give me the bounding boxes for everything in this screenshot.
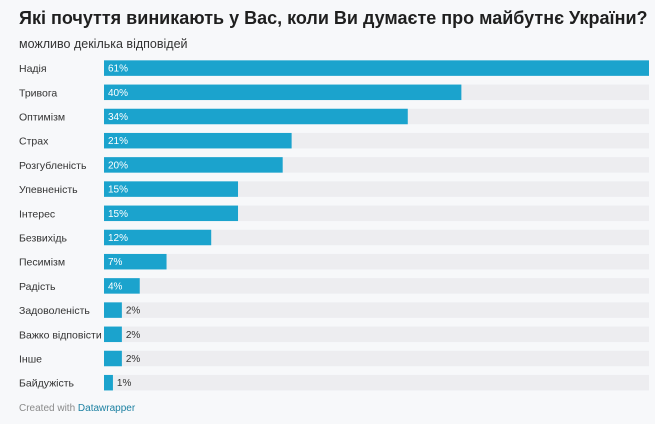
credit-prefix: Created with xyxy=(19,403,76,414)
value-label: 1% xyxy=(117,378,132,389)
bar xyxy=(104,205,239,222)
value-label: 2% xyxy=(126,330,141,341)
category-label: Страх xyxy=(19,136,49,148)
row-band xyxy=(104,205,649,222)
datawrapper-link[interactable]: Datawrapper xyxy=(77,403,136,414)
row-band xyxy=(104,326,649,343)
category-label: Байдужість xyxy=(19,378,75,390)
category-label: Надія xyxy=(19,63,47,75)
bar xyxy=(104,350,122,367)
bar xyxy=(104,157,283,173)
value-label: 20% xyxy=(108,160,128,171)
row-band xyxy=(104,181,649,197)
row-band xyxy=(104,350,649,367)
value-label: 40% xyxy=(108,88,128,99)
value-label: 2% xyxy=(126,306,141,317)
category-label: Інтерес xyxy=(19,208,55,220)
chart-title: Які почуття виникають у Вас, коли Ви дум… xyxy=(19,8,648,28)
row-band xyxy=(104,302,649,318)
value-label: 15% xyxy=(108,185,128,196)
bar xyxy=(104,374,113,391)
category-label: Задоволеність xyxy=(19,305,90,317)
value-label: 12% xyxy=(108,233,128,244)
row-band xyxy=(104,229,649,246)
row-band xyxy=(104,253,649,270)
value-label: 34% xyxy=(108,112,128,123)
bar xyxy=(104,302,122,318)
bar-chart: Надія 61% Тривога 40% Оптимізм 34% Страх 21% Роз… xyxy=(19,60,649,391)
bar xyxy=(104,132,292,149)
credit-line: Created with Datawrapper xyxy=(19,403,135,414)
row-band xyxy=(104,374,649,391)
category-label: Радість xyxy=(19,281,56,293)
bar xyxy=(104,253,167,270)
value-label: 15% xyxy=(108,209,128,220)
value-label: 2% xyxy=(126,354,141,365)
category-label: Упевненість xyxy=(19,184,78,196)
bar xyxy=(104,229,212,246)
category-label: Песимізм xyxy=(19,257,65,269)
category-label: Інше xyxy=(19,354,42,366)
value-label: 61% xyxy=(108,64,128,75)
bar xyxy=(104,108,408,125)
value-label: 4% xyxy=(108,281,123,292)
bar xyxy=(104,326,122,343)
bar xyxy=(104,60,649,76)
row-band xyxy=(104,278,649,294)
category-label: Тривога xyxy=(19,87,57,99)
bar xyxy=(104,278,140,294)
bar xyxy=(104,181,239,197)
value-label: 21% xyxy=(108,136,128,147)
category-label: Оптимізм xyxy=(19,112,65,124)
category-label: Важко відповісти xyxy=(19,329,102,341)
chart-subtitle: можливо декілька відповідей xyxy=(19,37,188,51)
value-label: 7% xyxy=(108,257,123,268)
category-label: Безвихідь xyxy=(19,233,67,245)
bar xyxy=(104,84,462,101)
category-label: Розгубленість xyxy=(19,160,87,172)
